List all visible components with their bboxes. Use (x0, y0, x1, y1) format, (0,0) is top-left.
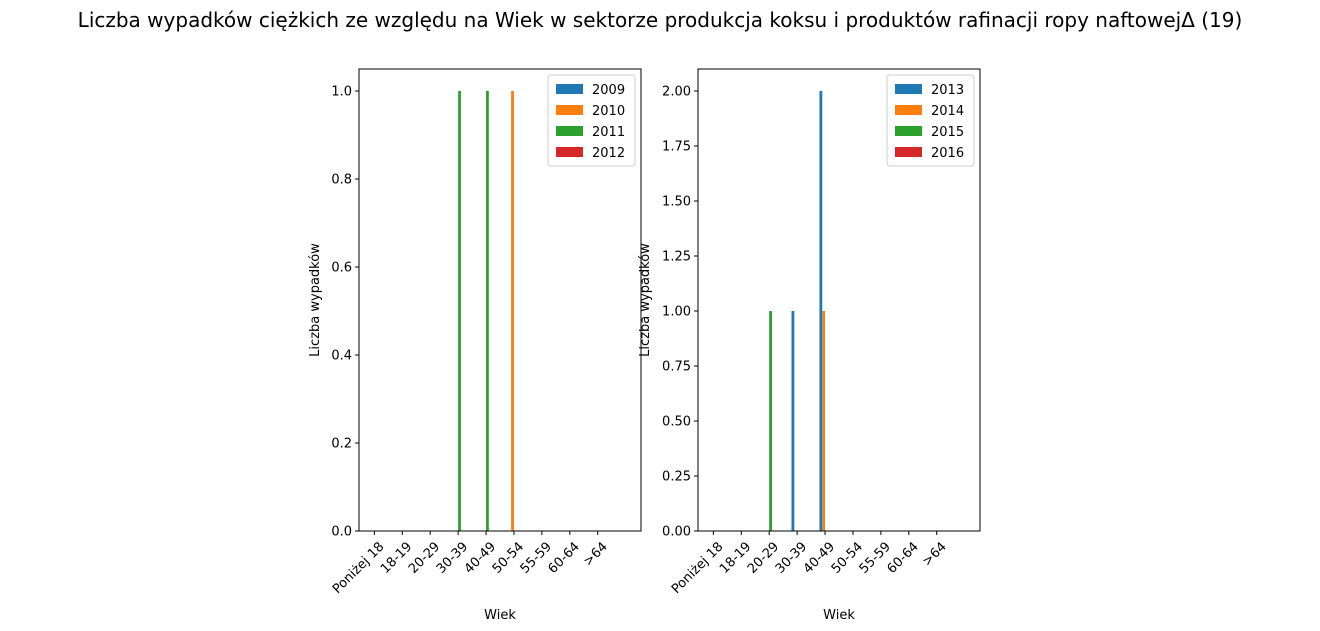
y-axis-label: Liczba wypadków (308, 243, 323, 357)
plot-frame (697, 68, 981, 532)
legend-box (547, 74, 636, 167)
legend-label: 2009 (592, 83, 625, 98)
y-tick-label: 1.25 (662, 250, 691, 265)
x-tick-label: 60-64 (546, 539, 583, 576)
y-tick-label: 1.0 (331, 85, 352, 100)
bar (791, 311, 795, 531)
y-tick-label: 1.50 (662, 195, 691, 210)
legend-label: 2013 (931, 83, 964, 98)
legend-label: 2010 (592, 104, 625, 119)
x-tick-label: >64 (920, 539, 950, 569)
bar (458, 91, 461, 531)
y-tick-label: 0.0 (331, 525, 352, 540)
legend-label: 2015 (931, 125, 964, 140)
legend-swatch (556, 147, 583, 157)
y-tick-label: 0.00 (662, 525, 691, 540)
plot-frame (358, 68, 642, 532)
legend-label: 2011 (592, 125, 625, 140)
legend-swatch (556, 84, 583, 94)
y-tick-label: 0.8 (331, 173, 352, 188)
bar (769, 311, 772, 531)
y-tick-label: 0.75 (662, 360, 691, 375)
x-axis-label: Wiek (484, 608, 516, 623)
y-tick-label: 1.00 (662, 305, 691, 320)
y-axis-label: Liczba wypadków (638, 243, 653, 357)
y-tick-label: 0.6 (331, 261, 352, 276)
legend-box (886, 74, 975, 167)
legend-swatch (895, 147, 922, 157)
y-tick-label: 1.75 (662, 140, 691, 155)
y-tick-label: 0.2 (331, 437, 352, 452)
bar (511, 91, 514, 531)
figure-title: Liczba wypadków ciężkich ze względu na W… (77, 8, 1243, 32)
bar (486, 91, 489, 531)
legend-label: 2012 (592, 146, 625, 161)
y-tick-label: 2.00 (662, 85, 691, 100)
legend-swatch (895, 126, 922, 136)
x-tick-label: >64 (581, 539, 611, 569)
y-tick-label: 0.25 (662, 470, 691, 485)
legend-swatch (895, 105, 922, 115)
legend-label: 2016 (931, 146, 964, 161)
legend: 2009 2010 2011 2012 (547, 74, 636, 167)
legend-swatch (556, 105, 583, 115)
legend-label: 2014 (931, 104, 964, 119)
legend-swatch (556, 126, 583, 136)
y-tick-label: 0.50 (662, 415, 691, 430)
bar (819, 91, 823, 531)
legend-swatch (895, 84, 922, 94)
x-axis-label: Wiek (823, 608, 855, 623)
legend: 2013 2014 2015 2016 (886, 74, 975, 167)
x-tick-label: 60-64 (885, 539, 922, 576)
y-tick-label: 0.4 (331, 349, 352, 364)
bar (822, 311, 826, 531)
subplot-2: 0.000.250.500.751.001.251.501.752.00Poni… (638, 68, 981, 623)
